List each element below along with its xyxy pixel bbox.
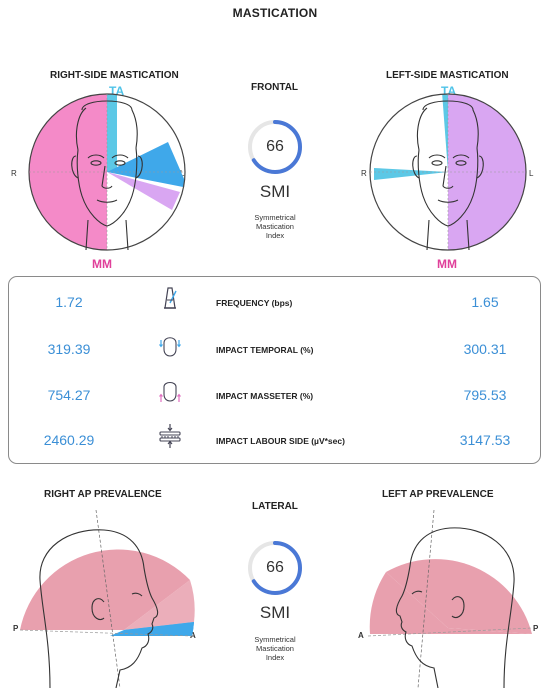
impact-labour-side-label: IMPACT LABOUR SIDE (µV*sec) [216, 436, 345, 446]
side-l-left: L [180, 169, 185, 178]
smi-gauge-frontal [248, 120, 302, 174]
frequency-label: FREQUENCY (bps) [216, 298, 293, 308]
temporal-right-sector [374, 168, 448, 180]
temporal-sector [442, 94, 448, 172]
posterior-tag-right: P [533, 624, 539, 633]
smi-caption-frontal: Symmetrical Mastication Index [254, 213, 296, 240]
impact-temporal-right-value: 319.39 [47, 341, 91, 357]
face-outline-icon [71, 100, 143, 251]
posterior-sector [20, 549, 190, 630]
face-outline-icon [412, 100, 484, 251]
frontal-chart-left-side [369, 93, 527, 251]
masseter-left-sector [448, 94, 526, 250]
teeth-press-icon [159, 424, 181, 448]
temporal-sector [107, 94, 117, 172]
anterior-tag-right: A [358, 631, 364, 640]
lateral-chart-right-ap [20, 510, 195, 688]
smi-caption-lateral: Symmetrical Mastication Index [254, 635, 296, 662]
frequency-left-value: 1.65 [471, 294, 499, 310]
metrics-panel: 1.72 FREQUENCY (bps) 1.65 319.39 IMPACT … [8, 276, 541, 464]
page-title: MASTICATION [232, 6, 318, 20]
impact-labour-side-left-value: 3147.53 [459, 432, 511, 448]
side-r-right: R [361, 169, 367, 178]
smi-label-frontal: SMI [259, 182, 291, 201]
impact-temporal-label: IMPACT TEMPORAL (%) [216, 345, 314, 355]
right-side-mastication-heading: RIGHT-SIDE MASTICATION [50, 70, 179, 81]
right-ap-prevalence-heading: RIGHT AP PREVALENCE [44, 489, 162, 500]
masseter-left-sector [107, 172, 180, 210]
mm-tag-right: MM [437, 257, 457, 271]
smi-gauge-lateral [248, 541, 302, 595]
head-profile-left-icon [395, 527, 515, 688]
head-masseter-icon [159, 381, 181, 402]
impact-masseter-right-value: 754.27 [47, 387, 91, 403]
frequency-right-value: 1.72 [55, 294, 83, 310]
impact-labour-side-right-value: 2460.29 [43, 432, 95, 448]
mm-tag-left: MM [92, 257, 112, 271]
anterior-sector [369, 572, 532, 634]
lateral-chart-left-ap [367, 510, 533, 688]
lateral-heading: LATERAL [252, 501, 298, 512]
smi-label-lateral: SMI [259, 603, 291, 622]
metronome-icon [164, 287, 177, 309]
temporal-left-sector [107, 142, 185, 188]
side-l-right: L [529, 169, 534, 178]
left-side-mastication-heading: LEFT-SIDE MASTICATION [386, 70, 509, 81]
smi-value-frontal: 66 [266, 138, 284, 155]
impact-temporal-left-value: 300.31 [463, 341, 507, 357]
anterior-tag-left: A [190, 631, 196, 640]
head-temporal-icon [159, 337, 181, 357]
impact-masseter-left-value: 795.53 [463, 387, 507, 403]
frontal-chart-right-side [28, 93, 186, 251]
frontal-heading: FRONTAL [251, 82, 299, 93]
side-r-left: R [11, 169, 17, 178]
smi-value-lateral: 66 [266, 559, 284, 576]
impact-masseter-label: IMPACT MASSETER (%) [216, 391, 314, 401]
left-ap-prevalence-heading: LEFT AP PREVALENCE [382, 489, 494, 500]
posterior-tag-left: P [13, 624, 19, 633]
head-profile-right-icon [39, 529, 159, 688]
